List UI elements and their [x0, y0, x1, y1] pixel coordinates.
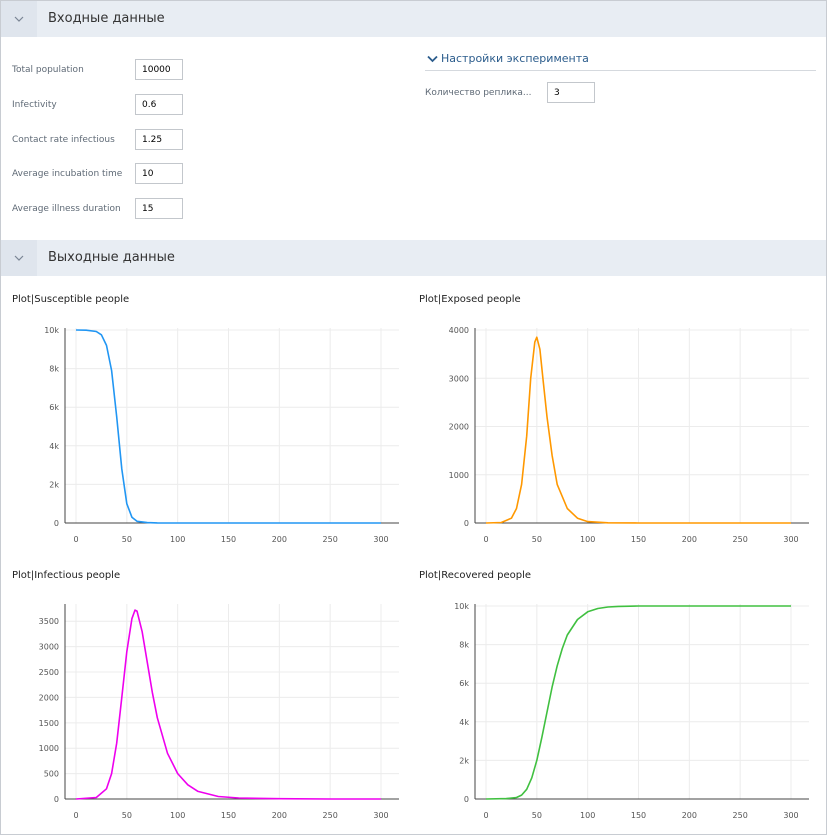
y-tick-label: 1000 [449, 471, 469, 480]
x-tick-label: 100 [580, 535, 595, 544]
incubation-time-input[interactable] [135, 163, 183, 184]
y-tick-label: 6k [49, 403, 59, 412]
y-tick-label: 4k [459, 718, 469, 727]
infectious-chart: 0 50 100 150 200 250 3000500100015002000250030… [39, 604, 399, 820]
y-tick-label: 4000 [449, 326, 469, 335]
chart-title: Plot|Recovered people [419, 570, 532, 581]
y-tick-label: 2k [49, 480, 59, 489]
x-tick-label: 100 [170, 535, 185, 544]
x-tick-label: 150 [631, 811, 646, 820]
output-section-header[interactable]: Выходные данные [1, 240, 826, 276]
y-tick-label: 2000 [449, 423, 469, 432]
y-tick-label: 3000 [449, 374, 469, 383]
x-tick-label: 50 [532, 811, 542, 820]
y-tick-label: 4k [49, 442, 59, 451]
contact-rate-label: Contact rate infectious [12, 135, 115, 145]
x-tick-label: 50 [122, 535, 132, 544]
x-tick-label: 200 [272, 535, 287, 544]
y-tick-label: 1000 [39, 744, 59, 753]
chart-title: Plot|Exposed people [419, 294, 521, 305]
y-tick-label: 2000 [39, 693, 59, 702]
x-tick-label: 200 [272, 811, 287, 820]
total-population-input[interactable] [135, 59, 183, 80]
x-tick-label: 0 [73, 811, 78, 820]
chevron-down-icon[interactable] [1, 1, 37, 37]
x-tick-label: 0 [483, 535, 488, 544]
series-line [75, 609, 381, 800]
replications-label: Количество реплика... [425, 88, 532, 98]
x-tick-label: 300 [783, 811, 798, 820]
chevron-down-icon[interactable] [427, 55, 438, 63]
y-tick-label: 8k [459, 641, 469, 650]
x-tick-label: 150 [631, 535, 646, 544]
susceptible-chart: 0 50 100 150 200 250 300 0 2k 4k 6k 8k 10k [44, 326, 399, 544]
y-tick-label: 0 [54, 795, 59, 804]
x-tick-label: 300 [373, 811, 388, 820]
illness-duration-label: Average illness duration [12, 204, 121, 214]
output-section-title: Выходные данные [48, 250, 175, 265]
x-tick-label: 150 [221, 811, 236, 820]
x-tick-label: 0 [73, 535, 78, 544]
experiment-settings-header[interactable]: Настройки эксперимента [425, 51, 816, 71]
y-tick-label: 0 [54, 519, 59, 528]
y-tick-label: 10k [44, 326, 59, 335]
replications-input[interactable] [547, 82, 595, 103]
chart-title: Plot|Susceptible people [12, 294, 130, 305]
y-tick-label: 0 [464, 519, 469, 528]
incubation-time-label: Average incubation time [12, 169, 123, 179]
x-tick-label: 300 [783, 535, 798, 544]
infectivity-input[interactable] [135, 94, 183, 115]
y-tick-label: 6k [459, 679, 469, 688]
y-tick-label: 500 [44, 770, 59, 779]
y-tick-label: 10k [454, 602, 469, 611]
x-tick-label: 250 [733, 535, 748, 544]
recovered-chart: 0 50 100 150 200 250 300 0 2k 4k 6k 8k 10k [454, 602, 809, 820]
x-tick-label: 100 [170, 811, 185, 820]
y-tick-label: 1500 [39, 719, 59, 728]
x-tick-label: 300 [373, 535, 388, 544]
x-tick-label: 50 [122, 811, 132, 820]
y-tick-label: 3000 [39, 643, 59, 652]
x-tick-label: 250 [733, 811, 748, 820]
x-tick-label: 150 [221, 535, 236, 544]
chevron-down-icon[interactable] [1, 240, 37, 276]
x-tick-label: 250 [323, 811, 338, 820]
total-population-label: Total population [12, 65, 84, 75]
x-tick-label: 0 [483, 811, 488, 820]
y-tick-label: 2k [459, 756, 469, 765]
x-tick-label: 100 [580, 811, 595, 820]
input-section-title: Входные данные [48, 11, 165, 26]
x-tick-label: 200 [682, 535, 697, 544]
y-tick-label: 3500 [39, 617, 59, 626]
x-tick-label: 250 [323, 535, 338, 544]
contact-rate-input[interactable] [135, 129, 183, 150]
x-tick-label: 200 [682, 811, 697, 820]
series-line [485, 605, 791, 800]
chart-title: Plot|Infectious people [12, 570, 121, 581]
series-line [485, 336, 791, 524]
series-line [75, 329, 381, 524]
x-tick-label: 50 [532, 535, 542, 544]
y-tick-label: 2500 [39, 668, 59, 677]
experiment-settings-title: Настройки эксперимента [441, 52, 589, 65]
input-section-header[interactable]: Входные данные [1, 1, 826, 37]
illness-duration-input[interactable] [135, 198, 183, 219]
y-tick-label: 8k [49, 365, 59, 374]
infectivity-label: Infectivity [12, 100, 57, 110]
y-tick-label: 0 [464, 795, 469, 804]
